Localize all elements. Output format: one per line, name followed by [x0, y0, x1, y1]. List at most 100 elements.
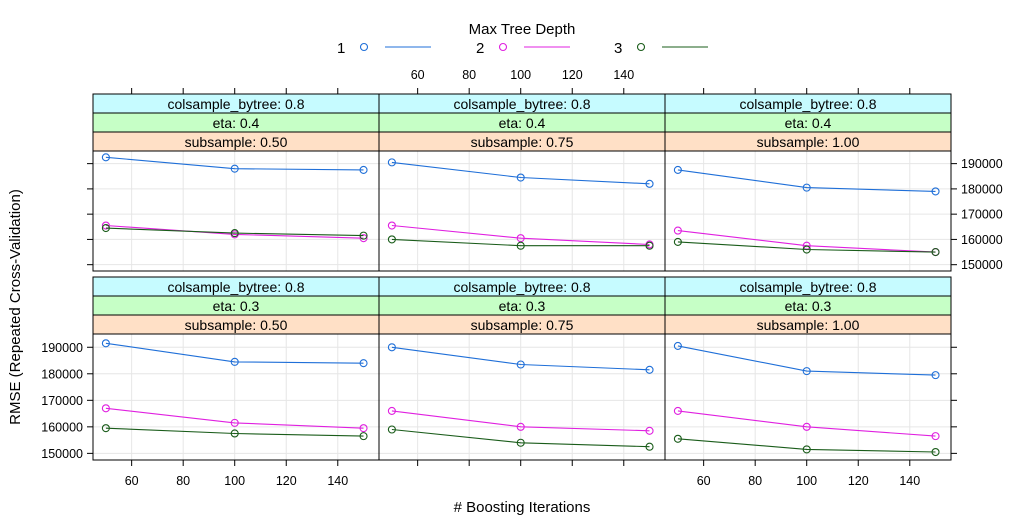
legend-marker-2	[498, 42, 508, 52]
panel-strip-label: eta: 0.4	[213, 115, 260, 131]
series-line-depth-2	[105, 407, 364, 429]
series-line-depth-3	[391, 238, 650, 247]
panel-strip-label: eta: 0.4	[785, 115, 832, 131]
series-line-depth-1	[677, 169, 936, 192]
data-point-depth-2	[802, 422, 811, 431]
data-point-depth-1	[673, 341, 682, 350]
data-point-depth-2	[516, 234, 525, 243]
series-line-depth-3	[105, 227, 364, 237]
data-point-depth-3	[101, 424, 110, 433]
data-point-depth-3	[101, 224, 110, 233]
series-line-depth-1	[391, 346, 650, 371]
data-point-depth-3	[645, 241, 654, 250]
chart-legend-title: Max Tree Depth	[469, 21, 576, 38]
series-line-depth-2	[105, 224, 364, 239]
data-point-depth-3	[673, 237, 682, 246]
data-point-depth-3	[359, 231, 368, 240]
series-line-depth-1	[677, 345, 936, 376]
data-point-depth-3	[359, 432, 368, 441]
x-tick-label: 100	[224, 474, 245, 488]
y-axis-label: RMSE (Repeated Cross-Validation)	[7, 189, 24, 425]
x-tick-label: 60	[411, 68, 425, 82]
data-point-depth-2	[931, 432, 940, 441]
y-tick-label: 180000	[961, 182, 1003, 196]
legend-label-1: 1	[337, 40, 345, 57]
legend-marker-3	[636, 42, 646, 52]
legend-marker-1	[359, 42, 369, 52]
legend-label-2: 2	[476, 40, 484, 57]
data-point-depth-3	[516, 438, 525, 447]
x-axis-label: # Boosting Iterations	[454, 499, 591, 516]
x-tick-label: 120	[276, 474, 297, 488]
x-tick-label: 80	[462, 68, 476, 82]
panel-strip-label: colsample_bytree: 0.8	[740, 279, 877, 295]
x-tick-label: 60	[125, 474, 139, 488]
y-tick-label: 190000	[41, 341, 83, 355]
panel-plot-area	[378, 333, 666, 461]
data-point-depth-1	[645, 179, 654, 188]
y-tick-label: 150000	[961, 258, 1003, 272]
x-tick-label: 100	[796, 474, 817, 488]
panel-strip-label: colsample_bytree: 0.8	[740, 96, 877, 112]
series-line-depth-1	[105, 342, 364, 364]
y-tick-label: 190000	[961, 157, 1003, 171]
panel-strip-label: subsample: 0.50	[185, 134, 288, 150]
panel-strip-label: colsample_bytree: 0.8	[454, 279, 591, 295]
data-point-depth-2	[359, 424, 368, 433]
panel-plot-area	[378, 150, 666, 272]
data-point-depth-1	[516, 360, 525, 369]
data-point-depth-1	[516, 173, 525, 182]
panel-strip-label: subsample: 1.00	[757, 317, 860, 333]
data-point-depth-1	[802, 367, 811, 376]
series-line-depth-2	[391, 224, 650, 246]
data-point-depth-1	[673, 165, 682, 174]
data-point-depth-2	[230, 418, 239, 427]
x-tick-label: 140	[899, 474, 920, 488]
panel-strip-label: eta: 0.3	[785, 298, 832, 314]
y-tick-label: 170000	[961, 208, 1003, 222]
data-point-depth-3	[516, 241, 525, 250]
series-line-depth-1	[105, 156, 364, 171]
panel-plot-area	[664, 150, 952, 272]
data-point-depth-3	[645, 442, 654, 451]
data-point-depth-1	[101, 339, 110, 348]
x-tick-label: 120	[562, 68, 583, 82]
series-line-depth-2	[391, 410, 650, 432]
data-point-depth-1	[359, 165, 368, 174]
data-point-depth-2	[387, 221, 396, 230]
data-point-depth-2	[101, 221, 110, 230]
y-tick-label: 160000	[961, 233, 1003, 247]
data-point-depth-3	[673, 434, 682, 443]
panel-strip-label: colsample_bytree: 0.8	[454, 96, 591, 112]
data-point-depth-1	[359, 359, 368, 368]
data-point-depth-1	[387, 343, 396, 352]
data-point-depth-2	[673, 406, 682, 415]
y-tick-label: 150000	[41, 447, 83, 461]
data-point-depth-3	[387, 425, 396, 434]
data-point-depth-3	[802, 245, 811, 254]
y-tick-label: 170000	[41, 394, 83, 408]
data-point-depth-3	[230, 229, 239, 238]
series-line-depth-3	[391, 428, 650, 448]
x-tick-label: 140	[613, 68, 634, 82]
panel-plot-area	[664, 333, 952, 461]
data-point-depth-1	[931, 371, 940, 380]
data-point-depth-3	[931, 248, 940, 257]
x-tick-label: 100	[510, 68, 531, 82]
series-line-depth-3	[677, 438, 936, 453]
data-point-depth-3	[230, 429, 239, 438]
series-line-depth-3	[105, 427, 364, 437]
x-tick-label: 120	[848, 474, 869, 488]
data-point-depth-2	[645, 426, 654, 435]
panel-strip-label: colsample_bytree: 0.8	[168, 96, 305, 112]
panel-strip-label: subsample: 0.75	[471, 134, 574, 150]
y-tick-label: 160000	[41, 420, 83, 434]
panel-strip-label: subsample: 0.50	[185, 317, 288, 333]
x-tick-label: 140	[327, 474, 348, 488]
x-tick-label: 80	[176, 474, 190, 488]
series-line-depth-2	[677, 410, 936, 437]
data-point-depth-2	[101, 404, 110, 413]
data-point-depth-1	[802, 183, 811, 192]
